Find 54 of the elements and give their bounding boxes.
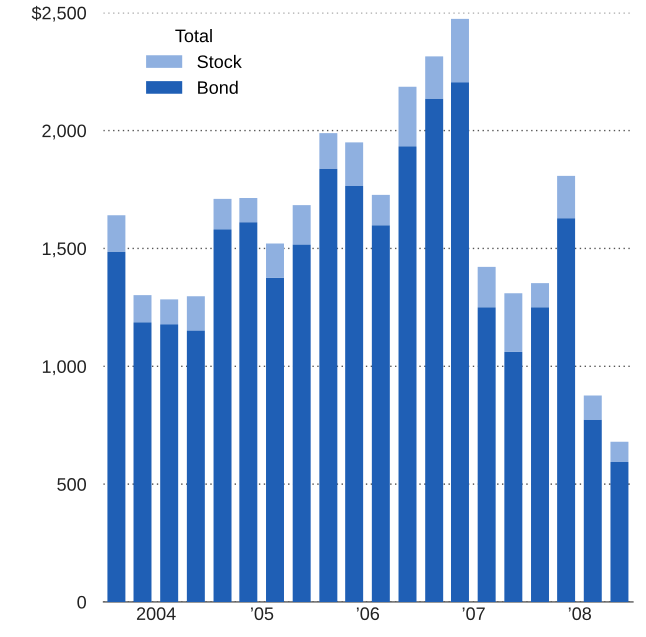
bar [319,133,338,169]
bar [425,56,444,99]
bar [345,186,364,602]
bar [610,442,628,462]
x-tick-label: ’06 [356,607,380,620]
bar [584,396,602,420]
bar [372,225,390,602]
bar [478,266,496,308]
y-tick-label: 0 [77,596,86,609]
x-tick-label: ’05 [251,607,274,620]
y-tick-label: 500 [57,478,86,491]
bar [107,215,126,252]
bar [134,322,152,602]
bar [292,205,311,245]
bar [134,295,152,322]
x-tick-label: ’08 [568,607,591,620]
bar [478,307,496,602]
bar [584,420,602,602]
bar [451,18,469,83]
bar [398,86,416,146]
bar [186,330,205,602]
bar [557,176,576,218]
bar [107,252,126,602]
bar [557,218,576,602]
bar [214,198,232,230]
bar [266,243,284,278]
bar [372,194,390,226]
bar [531,307,549,602]
bar [425,98,444,602]
bar [319,168,338,602]
bar [345,142,364,186]
x-tick-label: ’07 [462,607,485,620]
y-tick-label: 1,500 [42,242,86,258]
bar [239,222,258,602]
bar [610,462,628,602]
bar [504,352,522,602]
bar [531,283,549,308]
x-tick-label: 2004 [136,607,176,620]
bar [214,229,232,602]
bar [160,324,178,602]
bar [398,146,416,602]
legend-title: Total [175,28,212,42]
y-tick-label: 2,000 [42,124,86,140]
bar [292,244,311,602]
y-tick-label: 1,000 [42,360,86,376]
bar [239,198,258,222]
bar [504,293,522,352]
y-tick-label: $2,500 [32,6,86,22]
bar [266,278,284,602]
bar [186,296,205,331]
bar [160,299,178,325]
legend-label: Bond [198,80,238,94]
bar [451,82,469,602]
legend-label: Stock [197,54,242,68]
